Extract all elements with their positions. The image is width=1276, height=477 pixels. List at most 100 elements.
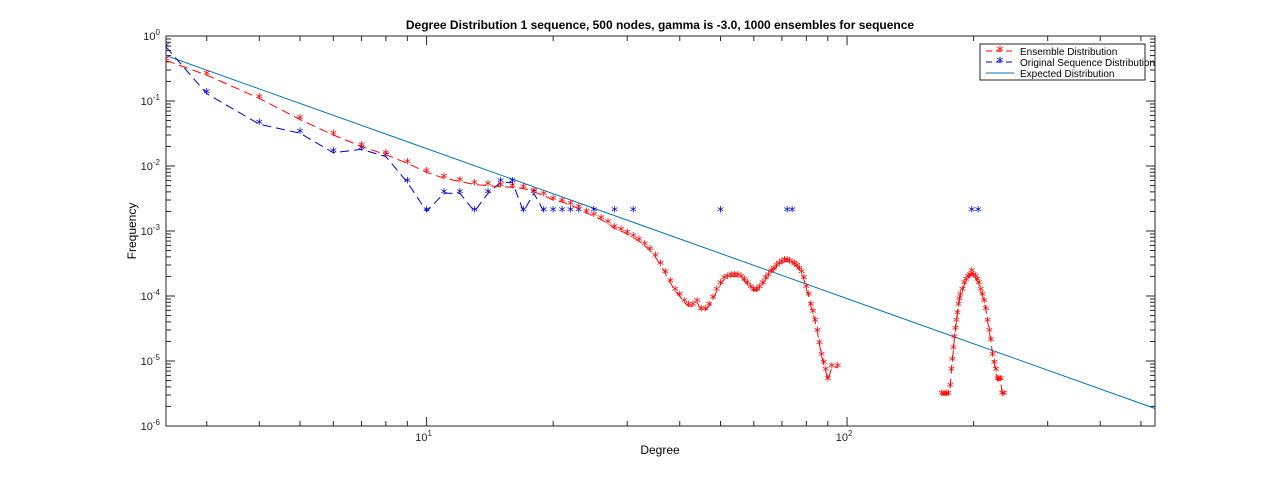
data-point-ensemble-distribution: *: [590, 209, 597, 225]
y-tick-base: 10: [141, 291, 153, 303]
data-point-ensemble-distribution: *: [738, 271, 745, 287]
data-point-ensemble-distribution: *: [778, 256, 785, 272]
data-point-ensemble-distribution: *: [750, 284, 757, 300]
data-point-ensemble-distribution: *: [662, 267, 669, 283]
data-point-ensemble-distribution: *: [968, 265, 975, 281]
y-tick-label: 10-3: [141, 223, 161, 238]
data-point-ensemble-distribution: *: [404, 156, 411, 172]
data-point-ensemble-distribution: *: [999, 388, 1006, 404]
legend-label-original: Original Sequence Distribution: [1020, 58, 1155, 69]
data-point-ensemble-distribution: *: [991, 357, 998, 373]
data-point-ensemble-distribution: *: [706, 299, 713, 315]
y-tick-base: 10: [141, 356, 153, 368]
data-point-ensemble-distribution: *: [672, 284, 679, 300]
data-point-ensemble-distribution: *: [497, 180, 504, 196]
data-point-ensemble-distribution: *: [786, 255, 793, 271]
data-point-ensemble-distribution: *: [762, 272, 769, 288]
data-point-ensemble-distribution: *: [977, 284, 984, 300]
data-point-ensemble-distribution: *: [807, 299, 814, 315]
legend-label-ensemble: Ensemble Distribution: [1020, 47, 1117, 58]
data-point-ensemble-distribution: *: [963, 274, 970, 290]
data-point-ensemble-distribution: *: [676, 289, 683, 305]
y-tick-label: 10-2: [141, 158, 161, 173]
legend-marker-original: *: [997, 55, 1004, 71]
data-point-ensemble-distribution: *: [966, 269, 973, 285]
data-point-original-sequence-distribution: *: [297, 126, 304, 142]
data-point-ensemble-distribution: *: [988, 334, 995, 350]
data-point-ensemble-distribution: *: [996, 374, 1003, 390]
data-point-ensemble-distribution: *: [793, 260, 800, 276]
data-point-ensemble-distribution: *: [550, 193, 557, 209]
y-tick-label: 100: [143, 28, 160, 43]
data-point-original-sequence-distribution: *: [575, 204, 582, 220]
data-point-ensemble-distribution: *: [710, 292, 717, 308]
data-point-ensemble-distribution: *: [721, 272, 728, 288]
data-point-ensemble-distribution: *: [824, 374, 831, 390]
data-point-ensemble-distribution: *: [816, 337, 823, 353]
data-point-original-sequence-distribution: *: [975, 204, 982, 220]
data-point-ensemble-distribution: *: [689, 299, 696, 315]
y-tick-base: 10: [143, 31, 155, 43]
data-point-ensemble-distribution: *: [485, 179, 492, 195]
data-point-ensemble-distribution: *: [753, 284, 760, 300]
data-point-original-sequence-distribution: *: [717, 204, 724, 220]
data-point-ensemble-distribution: *: [567, 198, 574, 214]
data-point-ensemble-distribution: *: [630, 230, 637, 246]
data-point-ensemble-distribution: *: [976, 278, 983, 294]
series-line-ensemble-distribution: [941, 271, 1004, 396]
data-point-original-sequence-distribution: *: [630, 204, 637, 220]
data-point-ensemble-distribution: *: [423, 165, 430, 181]
data-point-ensemble-distribution: *: [965, 271, 972, 287]
data-point-ensemble-distribution: *: [641, 238, 648, 254]
data-point-ensemble-distribution: *: [981, 295, 988, 311]
data-point-ensemble-distribution: *: [559, 195, 566, 211]
data-point-ensemble-distribution: *: [820, 357, 827, 373]
data-point-ensemble-distribution: *: [203, 68, 210, 84]
data-point-original-sequence-distribution: *: [358, 142, 365, 158]
data-point-ensemble-distribution: *: [652, 250, 659, 266]
data-point-original-sequence-distribution: *: [256, 117, 263, 133]
data-point-original-sequence-distribution: *: [590, 204, 597, 220]
data-point-ensemble-distribution: *: [945, 388, 952, 404]
data-point-ensemble-distribution: *: [382, 148, 389, 164]
x-tick-label: 101: [415, 429, 432, 444]
data-point-ensemble-distribution: *: [947, 380, 954, 396]
data-point-ensemble-distribution: *: [951, 332, 958, 348]
data-point-original-sequence-distribution: *: [520, 204, 527, 220]
data-point-ensemble-distribution: *: [685, 299, 692, 315]
data-point-original-sequence-distribution: *: [330, 146, 337, 162]
data-point-original-sequence-distribution: *: [530, 186, 537, 202]
data-point-ensemble-distribution: *: [784, 254, 791, 270]
series-original-sequence-distribution: ***** * **** **** **** * * * * * * * * ** * *: [163, 40, 982, 220]
data-point-ensemble-distribution: *: [940, 388, 947, 404]
series-ensemble-distribution: ********* * * * * * * * * * * * * * * * * * * * ************…: [166, 53, 1007, 404]
data-point-ensemble-distribution: *: [989, 349, 996, 365]
data-point-ensemble-distribution: *: [970, 269, 977, 285]
data-point-ensemble-distribution: *: [812, 315, 819, 331]
data-point-ensemble-distribution: *: [358, 139, 365, 155]
series-line-expected-distribution: [166, 55, 1155, 409]
data-point-ensemble-distribution: *: [744, 278, 751, 294]
data-point-original-sequence-distribution: *: [497, 175, 504, 191]
x-tick-base: 10: [415, 432, 427, 444]
y-tick-base: 10: [141, 96, 153, 108]
data-point-original-sequence-distribution: *: [203, 87, 210, 103]
data-point-original-sequence-distribution: *: [540, 204, 547, 220]
data-point-ensemble-distribution: *: [948, 364, 955, 380]
data-point-ensemble-distribution: *: [747, 282, 754, 298]
data-point-ensemble-distribution: *: [540, 189, 547, 205]
data-point-ensemble-distribution: *: [997, 374, 1004, 390]
data-point-original-sequence-distribution: *: [163, 40, 170, 56]
data-point-original-sequence-distribution: *: [611, 204, 618, 220]
data-point-ensemble-distribution: *: [256, 91, 263, 107]
plot-area: [165, 35, 1156, 427]
data-point-original-sequence-distribution: *: [485, 186, 492, 202]
data-point-ensemble-distribution: *: [986, 325, 993, 341]
series-line-original-sequence-distribution: [166, 46, 545, 213]
data-point-original-sequence-distribution: *: [789, 204, 796, 220]
data-point-ensemble-distribution: *: [953, 315, 960, 331]
data-point-original-sequence-distribution: *: [550, 204, 557, 220]
y-tick-exponent: -5: [153, 353, 161, 362]
x-tick-exponent: 1: [427, 429, 432, 438]
